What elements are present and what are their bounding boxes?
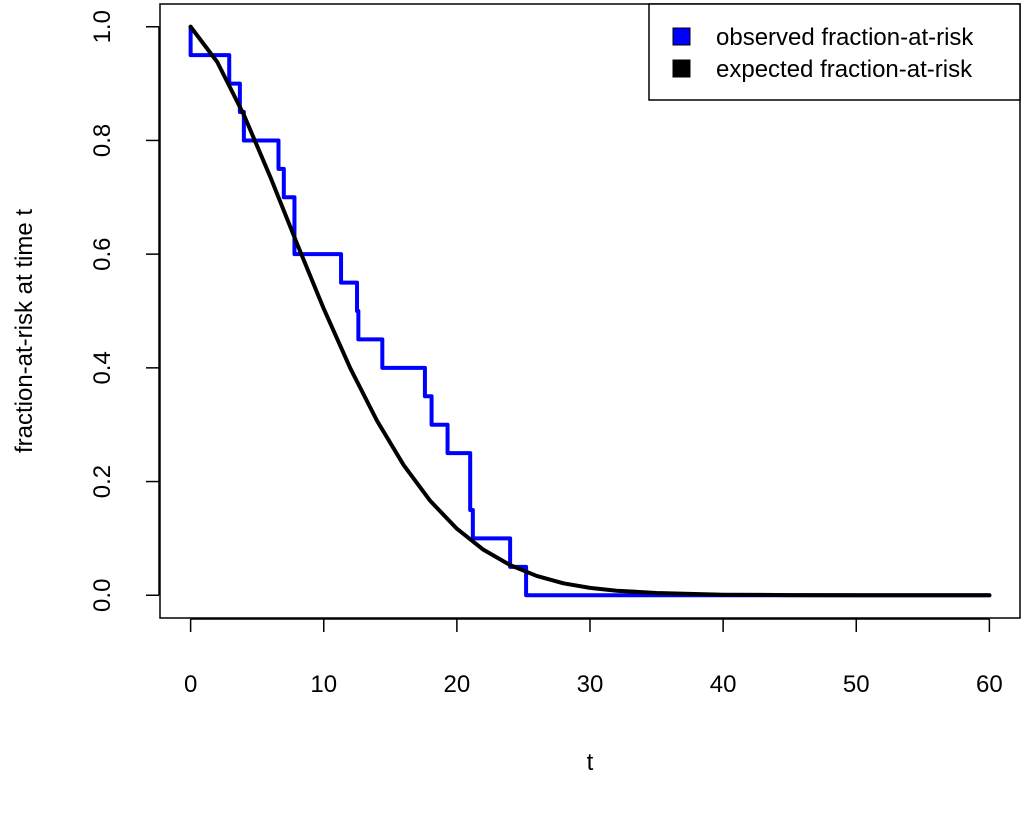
- x-tick-label: 0: [184, 671, 197, 698]
- y-tick-label: 0.6: [89, 237, 116, 270]
- x-tick-label: 60: [976, 671, 1003, 698]
- x-tick-label: 50: [843, 671, 870, 698]
- plot-area: [188, 24, 992, 598]
- y-axis: 0.0 0.2 0.4 0.6 0.8 1.0: [89, 10, 160, 612]
- observed-series-line: [188, 24, 992, 598]
- y-tick-label: 0.8: [89, 124, 116, 157]
- x-tick-label: 30: [577, 671, 604, 698]
- x-tick-label: 40: [710, 671, 737, 698]
- legend-label-expected: expected fraction-at-risk: [716, 56, 973, 83]
- plot-frame: [159, 3, 1021, 619]
- y-axis-label: fraction-at-risk at time t: [11, 209, 38, 453]
- y-tick-label: 0.4: [89, 351, 116, 384]
- legend-swatch-expected: [672, 59, 691, 78]
- x-axis: 0 10 20 30 40 50 60: [184, 618, 1003, 698]
- legend-box: [648, 3, 1021, 101]
- legend-label-observed: observed fraction-at-risk: [716, 24, 974, 51]
- legend-swatch-observed: [672, 27, 691, 46]
- legend: observed fraction-at-risk expected fract…: [648, 3, 1021, 101]
- y-tick-label: 0.2: [89, 465, 116, 498]
- x-axis-label: t: [587, 749, 594, 776]
- y-tick-label: 0.0: [89, 579, 116, 612]
- y-tick-label: 1.0: [89, 10, 116, 43]
- expected-series-line: [188, 24, 992, 598]
- x-tick-label: 10: [310, 671, 337, 698]
- x-tick-label: 20: [444, 671, 471, 698]
